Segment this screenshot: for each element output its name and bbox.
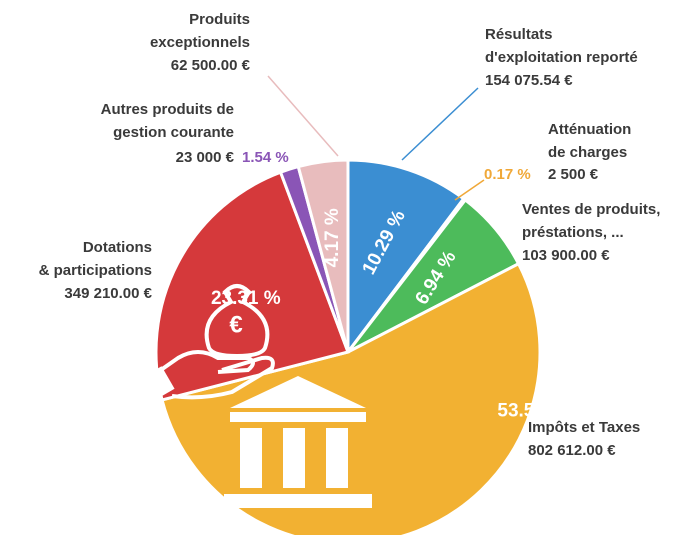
slice-label: & participations — [39, 262, 152, 279]
leader-line — [454, 179, 485, 201]
percent-label: 0.17 % — [484, 166, 531, 183]
money-bag-icon — [204, 284, 270, 359]
pie-slice — [346, 158, 466, 357]
amount-label: 103 900.00 € — [522, 247, 610, 264]
slice-label: Autres produits de — [101, 101, 234, 118]
bank-column — [283, 428, 305, 488]
icons — [156, 284, 275, 400]
amount-label: 23 000 € — [176, 149, 235, 166]
slice-label: de charges — [548, 144, 627, 161]
slice-label: gestion courante — [113, 124, 234, 141]
hand-cuff-icon — [149, 366, 175, 396]
pie-slice — [296, 158, 350, 353]
bank-roof — [230, 376, 366, 408]
amount-label: 802 612.00 € — [528, 442, 616, 459]
slice-label: Dotations — [83, 239, 152, 256]
percent-label: 23.31 % — [211, 288, 281, 309]
slice-label: Résultats — [485, 26, 553, 43]
slice-label: Produits — [189, 11, 250, 28]
leader-line — [401, 87, 479, 161]
percent-label: 4.17 % — [322, 208, 343, 267]
amount-label: 349 210.00 € — [64, 285, 152, 302]
bank-column — [326, 428, 348, 488]
slice-label: Atténuation — [548, 121, 631, 138]
amount-label: 154 075.54 € — [485, 72, 573, 89]
hand-icon — [156, 350, 275, 400]
bank-column — [240, 428, 262, 488]
percent-label: 53.59 % — [497, 401, 567, 422]
slice-label: exceptionnels — [150, 34, 250, 51]
bank-icon — [224, 376, 372, 508]
percent-label: 1.54 % — [242, 149, 289, 166]
slice-label: préstations, ... — [522, 224, 624, 241]
slice-label: Impôts et Taxes — [528, 419, 640, 436]
slice-label: Ventes de produits, — [522, 201, 660, 218]
euro-icon: € — [229, 311, 242, 338]
leader-line — [267, 75, 339, 157]
slice-label: d'exploitation reporté — [485, 49, 638, 66]
pie-slice — [154, 170, 350, 402]
bank-beam — [230, 412, 366, 422]
bank-base — [224, 494, 372, 508]
amount-label: 62 500.00 € — [171, 57, 251, 74]
amount-label: 2 500 € — [548, 166, 599, 183]
